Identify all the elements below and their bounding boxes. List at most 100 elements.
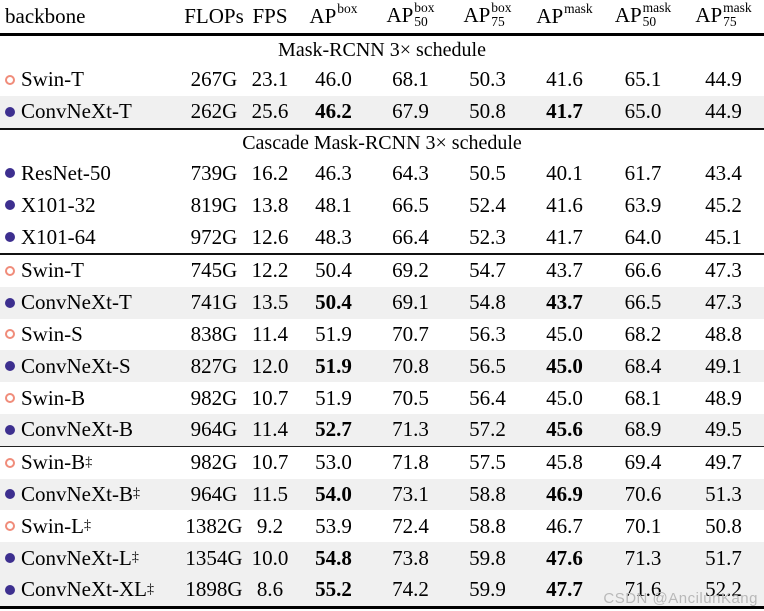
backbone-cell: ConvNeXt-B ‡ (0, 483, 183, 505)
value-text: 11.4 (252, 321, 288, 346)
value-cell: 13.8 (245, 192, 295, 217)
backbone-name: Swin-T (21, 67, 84, 92)
value-text: 51.9 (315, 353, 352, 378)
value-cell: 41.7 (526, 226, 603, 248)
value-cell: 56.3 (449, 323, 526, 345)
value-cell: 972G (183, 224, 245, 249)
value-cell: 51.9 (295, 353, 372, 378)
col-header-ap-box-50: AP box 50 (372, 0, 449, 29)
value-text: 53.0 (315, 450, 352, 475)
value-text: 46.9 (546, 481, 583, 506)
value-cell: 13.5 (245, 292, 295, 313)
value-cell: 47.7 (526, 579, 603, 600)
value-text: 52.3 (469, 224, 506, 249)
value-cell: 964G (183, 419, 245, 440)
value-text: 57.5 (469, 450, 506, 475)
value-cell: 12.0 (245, 355, 295, 377)
value-text: 1382G (185, 513, 243, 538)
value-text: 54.8 (315, 545, 352, 570)
value-text: 65.0 (624, 99, 662, 124)
value-cell: 45.6 (526, 419, 603, 440)
value-text: 745G (190, 258, 238, 283)
value-cell: 838G (183, 323, 245, 345)
value-cell: 61.7 (603, 162, 683, 184)
value-cell: 45.1 (683, 226, 764, 248)
value-cell: 11.5 (245, 483, 295, 505)
value-cell: 65.1 (603, 69, 683, 90)
ap-base-text: AP (463, 2, 491, 27)
value-cell: 68.9 (603, 419, 683, 440)
value-cell: 71.6 (603, 579, 683, 600)
value-text: 43.7 (546, 290, 583, 315)
value-cell: 982G (183, 452, 245, 473)
table-row: ConvNeXt-S 827G 12.0 51.9 70.8 56.5 45.0 68.4 49… (0, 350, 764, 383)
value-text: 45.0 (546, 321, 583, 346)
value-text: 65.1 (624, 67, 662, 92)
value-cell: 50.8 (449, 101, 526, 122)
filled-circle-icon (5, 200, 15, 211)
value-cell: 43.7 (526, 292, 603, 313)
value-text: 54.7 (469, 258, 506, 283)
table-row: Swin-T 745G 12.2 50.4 69.2 54.7 43.7 66.6 47.3 (0, 255, 764, 287)
value-cell: 50.4 (295, 292, 372, 313)
value-cell: 43.4 (683, 162, 764, 184)
backbone-cell: ConvNeXt-S (0, 355, 183, 377)
open-circle-icon (5, 521, 15, 532)
value-text: 52.7 (315, 417, 352, 442)
value-text: 69.2 (392, 258, 429, 283)
value-text: 68.2 (624, 321, 662, 346)
filled-circle-icon (5, 553, 15, 564)
value-text: 10.7 (251, 385, 289, 410)
ap-supsub-stack: box 75 (491, 0, 511, 29)
open-circle-icon (5, 265, 15, 276)
value-text: 964G (190, 481, 238, 506)
value-cell: 1898G (183, 579, 245, 600)
value-text: 54.0 (315, 481, 352, 506)
ap-header-label: AP mask (536, 2, 592, 27)
value-text: 13.8 (251, 192, 289, 217)
value-text: 50.3 (469, 67, 506, 92)
value-text: 41.6 (546, 67, 583, 92)
value-text: 45.0 (546, 353, 583, 378)
ap-supsub-stack: box (337, 2, 357, 16)
value-text: 972G (190, 224, 238, 249)
value-text: 70.6 (624, 481, 662, 506)
value-cell: 16.2 (245, 162, 295, 184)
value-cell: 70.7 (372, 323, 449, 345)
col-header-ap-mask: AP mask (526, 2, 603, 27)
col-header-flops: FLOPs (183, 6, 245, 27)
value-text: 59.9 (469, 577, 506, 602)
value-text: 41.6 (546, 192, 583, 217)
ap-subscript: 75 (723, 14, 737, 29)
bottom-rule (0, 605, 764, 609)
value-text: 10.0 (251, 545, 289, 570)
value-cell: 50.3 (449, 69, 526, 90)
backbone-name: Swin-B (21, 385, 86, 410)
table-row: X101-64 972G 12.6 48.3 66.4 52.3 41.7 64.0 45.1 (0, 221, 764, 253)
value-cell: 69.4 (603, 452, 683, 473)
value-text: 54.8 (469, 290, 506, 315)
value-cell: 819G (183, 194, 245, 216)
value-cell: 1382G (183, 513, 245, 538)
backbone-name: ResNet-50 (21, 160, 111, 185)
value-text: 56.4 (469, 385, 506, 410)
value-text: 51.9 (315, 385, 352, 410)
value-text: 262G (190, 99, 238, 124)
ap-header-label: AP mask 50 (615, 0, 671, 29)
section-rule (0, 252, 764, 255)
value-cell: 745G (183, 260, 245, 281)
backbone-cell: ConvNeXt-T (0, 292, 183, 313)
value-text: 70.8 (392, 353, 429, 378)
value-text: 46.2 (315, 99, 352, 124)
value-text: 68.9 (624, 417, 662, 442)
value-cell: 54.0 (295, 481, 372, 506)
value-text: 11.4 (252, 417, 288, 442)
value-text: 58.8 (469, 481, 506, 506)
value-text: 46.3 (315, 160, 352, 185)
value-cell: 51.9 (295, 323, 372, 345)
ap-base-text: AP (309, 4, 337, 28)
section-rule (0, 127, 764, 130)
value-text: 56.5 (469, 353, 506, 378)
value-text: 52.2 (705, 577, 742, 602)
